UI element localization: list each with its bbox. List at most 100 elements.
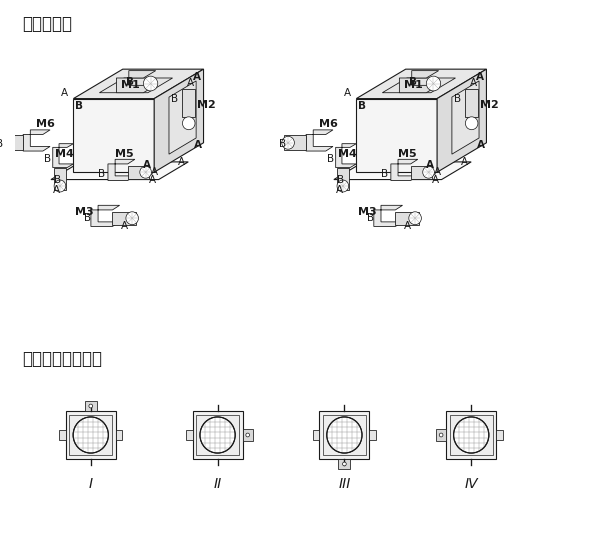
Text: M1: M1 (404, 80, 422, 90)
Bar (323, 415, 366, 455)
Circle shape (89, 404, 92, 408)
Text: A: A (344, 88, 352, 97)
Bar (410, 166, 432, 179)
Text: A: A (149, 174, 156, 184)
Text: B: B (409, 77, 416, 87)
Bar (193, 411, 242, 459)
Text: M4: M4 (338, 149, 356, 160)
Text: 电机接线盒位置：: 电机接线盒位置： (22, 350, 103, 368)
Bar (242, 430, 249, 440)
Polygon shape (391, 159, 418, 181)
Text: B: B (337, 174, 344, 184)
Text: M5: M5 (115, 149, 134, 159)
Text: B: B (381, 169, 388, 179)
Polygon shape (91, 205, 119, 226)
Bar (182, 89, 195, 117)
Circle shape (0, 136, 11, 149)
Text: M2: M2 (480, 100, 499, 109)
Text: B: B (84, 213, 91, 223)
Polygon shape (108, 159, 135, 181)
Polygon shape (374, 205, 403, 226)
Polygon shape (51, 162, 188, 179)
Bar (313, 430, 319, 440)
Circle shape (143, 76, 158, 91)
Bar (1, 136, 23, 150)
Circle shape (73, 417, 109, 453)
Bar (59, 430, 66, 440)
Polygon shape (356, 69, 487, 98)
Circle shape (126, 212, 139, 225)
Text: M2: M2 (197, 100, 216, 109)
Text: A: A (187, 78, 194, 88)
Bar (242, 429, 253, 441)
Bar (319, 411, 370, 459)
Circle shape (54, 180, 66, 192)
Circle shape (246, 433, 250, 437)
Bar (53, 167, 66, 190)
Circle shape (423, 166, 434, 178)
Text: A: A (143, 160, 151, 170)
Text: 安装形式：: 安装形式： (22, 15, 73, 33)
Polygon shape (382, 78, 455, 92)
Polygon shape (73, 98, 154, 172)
Bar (186, 430, 193, 440)
Text: M4: M4 (55, 149, 74, 160)
Text: B: B (54, 174, 61, 184)
Bar (436, 429, 446, 441)
Polygon shape (306, 130, 333, 151)
Text: A: A (121, 222, 128, 231)
Text: B: B (367, 213, 374, 223)
Text: A: A (404, 222, 412, 231)
Circle shape (427, 76, 440, 91)
Text: A: A (434, 167, 441, 177)
Text: A: A (193, 72, 200, 82)
Text: A: A (476, 72, 484, 82)
Polygon shape (116, 71, 156, 92)
Text: B: B (454, 94, 461, 104)
Circle shape (343, 462, 346, 466)
Text: B: B (125, 77, 134, 87)
Text: B: B (171, 94, 178, 104)
Polygon shape (400, 71, 439, 92)
Text: II: II (214, 477, 222, 491)
Text: A: A (335, 185, 343, 195)
Bar (466, 89, 478, 117)
Polygon shape (154, 69, 203, 172)
Circle shape (140, 166, 151, 178)
Text: M3: M3 (358, 207, 376, 218)
Circle shape (327, 417, 362, 453)
Polygon shape (169, 81, 196, 154)
Polygon shape (437, 69, 487, 172)
Circle shape (200, 417, 235, 453)
Circle shape (466, 117, 478, 130)
Circle shape (282, 136, 295, 149)
Bar (338, 459, 350, 469)
Bar (450, 415, 493, 455)
Text: A: A (151, 167, 158, 177)
Polygon shape (100, 78, 173, 92)
Bar (112, 212, 136, 225)
Polygon shape (334, 162, 471, 179)
Text: B: B (326, 154, 334, 164)
Text: M6: M6 (35, 119, 55, 129)
Text: M5: M5 (398, 149, 416, 159)
Text: A: A (431, 174, 439, 184)
Bar (446, 411, 496, 459)
Bar (85, 401, 97, 411)
Text: A: A (53, 185, 60, 195)
Text: M3: M3 (75, 207, 94, 218)
Bar (284, 136, 306, 150)
Polygon shape (73, 69, 203, 98)
Bar (66, 411, 116, 459)
Text: I: I (89, 477, 93, 491)
Polygon shape (53, 144, 73, 167)
Text: A: A (476, 140, 484, 150)
Bar (370, 430, 376, 440)
Polygon shape (335, 144, 356, 167)
Text: A: A (426, 160, 434, 170)
Bar (116, 430, 122, 440)
Text: B: B (0, 139, 4, 149)
Text: IV: IV (464, 477, 478, 491)
Text: B: B (98, 169, 105, 179)
Bar (128, 166, 149, 179)
